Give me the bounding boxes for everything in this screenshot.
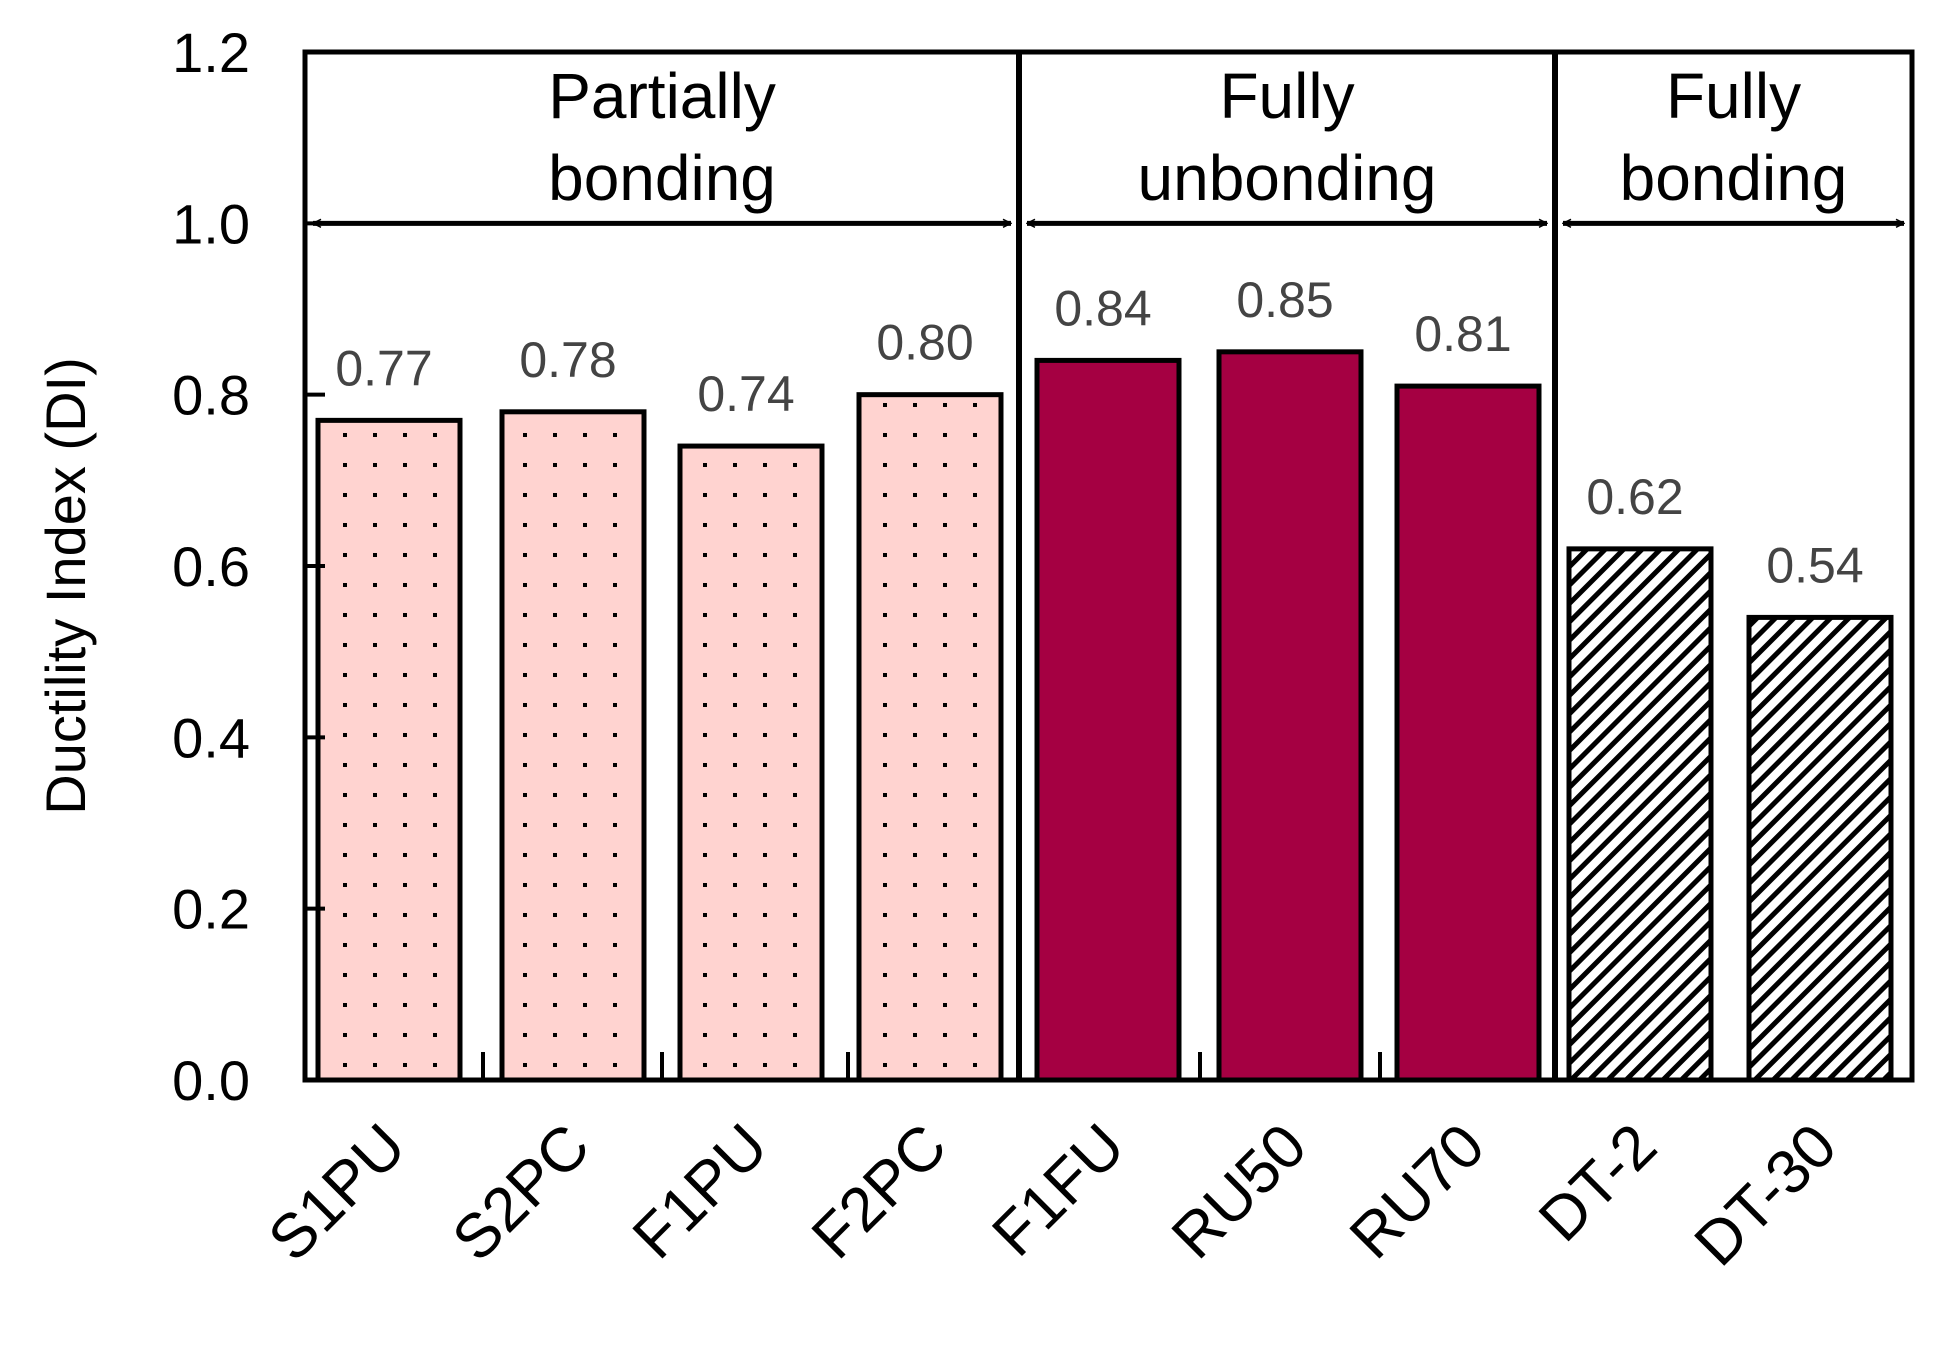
value-label-s1pu: 0.77 <box>335 340 432 396</box>
category-label-f1pu: F1PU <box>620 1111 781 1272</box>
group-label-line2: bonding <box>548 142 776 214</box>
value-label-f2pc: 0.80 <box>876 315 973 371</box>
y-axis-label: Ductility Index (DI) <box>34 357 97 814</box>
value-label-ru50: 0.85 <box>1236 272 1333 328</box>
category-label-dt-2: DT-2 <box>1526 1111 1670 1255</box>
bar-dt-2 <box>1566 546 1714 1083</box>
value-label-dt-2: 0.62 <box>1586 469 1683 525</box>
bar-s2pc <box>499 409 647 1083</box>
axes-layer <box>302 49 1915 1083</box>
category-label-f1fu: F1FU <box>980 1111 1138 1269</box>
bar-f1fu <box>1034 357 1182 1083</box>
category-label-dt-30: DT-30 <box>1682 1111 1850 1279</box>
value-label-s2pc: 0.78 <box>519 332 616 388</box>
bars-layer <box>315 349 1894 1083</box>
y-tick-label: 0.2 <box>172 878 250 941</box>
category-label-s1pu: S1PU <box>256 1111 419 1274</box>
category-label-ru70: RU70 <box>1337 1111 1498 1272</box>
group-label-line2: bonding <box>1620 142 1848 214</box>
bar-s1pu <box>315 417 463 1083</box>
bar-ru70 <box>1394 383 1542 1083</box>
value-label-f1fu: 0.84 <box>1054 280 1151 336</box>
y-tick-label: 0.8 <box>172 364 250 427</box>
value-label-dt-30: 0.54 <box>1766 537 1863 593</box>
value-label-ru70: 0.81 <box>1414 306 1511 362</box>
value-label-f1pu: 0.74 <box>697 366 794 422</box>
group-annotations-layer: Partially bonding Fully unbonding Fully bondi… <box>313 60 1904 223</box>
category-label-ru50: RU50 <box>1159 1111 1320 1272</box>
y-tick-label: 0.0 <box>172 1049 250 1112</box>
category-label-f2pc: F2PC <box>799 1111 960 1272</box>
y-tick-label: 1.0 <box>172 192 250 255</box>
category-label-s2pc: S2PC <box>440 1111 603 1274</box>
y-tick-label: 0.4 <box>172 706 250 769</box>
group-label-line1: Partially <box>548 60 776 132</box>
bar-f2pc <box>856 392 1004 1083</box>
group-label-line2: unbonding <box>1138 142 1437 214</box>
y-tick-label: 1.2 <box>172 21 250 84</box>
bar-dt-30 <box>1746 614 1894 1083</box>
group-label-line1: Fully <box>1219 60 1354 132</box>
bar-ru50 <box>1216 349 1364 1083</box>
y-tick-label: 0.6 <box>172 535 250 598</box>
bar-f1pu <box>677 443 825 1083</box>
group-label-line1: Fully <box>1666 60 1801 132</box>
